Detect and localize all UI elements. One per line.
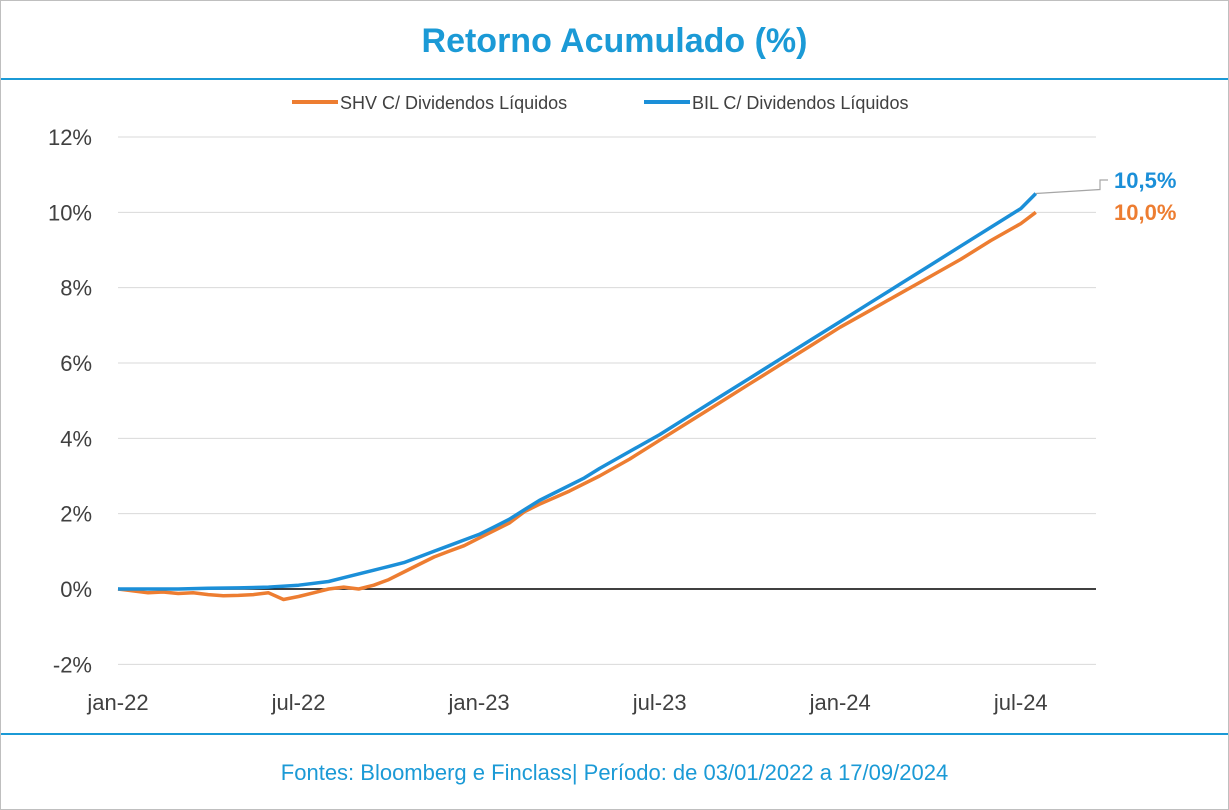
legend-label: BIL C/ Dividendos Líquidos: [692, 93, 908, 113]
end-labels: 10,5% 10,0%: [1035, 168, 1176, 225]
footer-divider: [1, 733, 1228, 735]
y-axis-ticks: 12% 10% 8% 6% 4% 2% 0% -2%: [48, 125, 92, 677]
legend: SHV C/ Dividendos Líquidos BIL C/ Dividen…: [292, 93, 908, 113]
end-label-shv: 10,0%: [1114, 200, 1176, 225]
source-footer: Fontes: Bloomberg e Finclass| Período: d…: [280, 760, 949, 785]
y-tick-label: 2%: [60, 502, 92, 527]
series-line-bil: [118, 192, 1038, 591]
chart-title: Retorno Acumulado (%): [421, 22, 808, 60]
end-label-bil: 10,5%: [1114, 168, 1176, 193]
end-label-leader: [1035, 179, 1108, 195]
title-divider: [1, 78, 1228, 80]
y-tick-label: 6%: [60, 351, 92, 376]
y-tick-label: 10%: [48, 200, 92, 225]
x-tick-label: jan-22: [86, 690, 148, 715]
x-tick-label: jan-24: [809, 690, 871, 715]
gridlines: [118, 136, 1096, 665]
series-line-shv: [117, 210, 1037, 602]
x-tick-label: jan-23: [448, 690, 510, 715]
x-tick-label: jul-22: [271, 690, 326, 715]
legend-label: SHV C/ Dividendos Líquidos: [340, 93, 567, 113]
y-tick-label: 4%: [60, 426, 92, 451]
y-tick-label: -2%: [53, 652, 92, 677]
y-tick-label: 12%: [48, 125, 92, 150]
x-tick-label: jul-24: [993, 690, 1048, 715]
y-tick-label: 0%: [60, 577, 92, 602]
x-axis-ticks: jan-22 jul-22 jan-23 jul-23 jan-24 jul-24: [86, 690, 1047, 715]
series-lines: [117, 192, 1038, 602]
x-tick-label: jul-23: [632, 690, 687, 715]
y-tick-label: 8%: [60, 276, 92, 301]
